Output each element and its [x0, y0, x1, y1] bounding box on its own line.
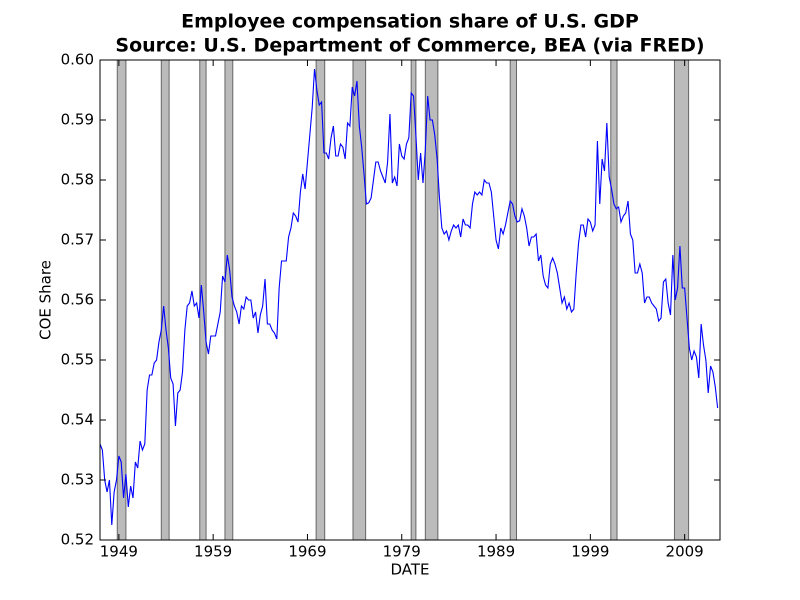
x-tick-label: 1999 — [571, 543, 609, 561]
x-axis-label: DATE — [390, 561, 429, 579]
recession-band — [424, 59, 439, 541]
y-axis-label: COE Share — [37, 260, 55, 340]
recession-band — [509, 59, 518, 541]
chart-title: Employee compensation share of U.S. GDP — [181, 11, 639, 33]
recession-band — [160, 59, 170, 541]
y-tick-label: 0.58 — [61, 171, 94, 189]
y-tick-label: 0.60 — [61, 51, 94, 69]
y-tick-label: 0.54 — [61, 411, 94, 429]
y-tick-label: 0.52 — [61, 531, 94, 549]
x-tick-label: 1979 — [383, 543, 421, 561]
y-tick-label: 0.55 — [61, 351, 94, 369]
data-line — [99, 68, 719, 526]
y-tick-label: 0.57 — [61, 231, 94, 249]
y-tick-label: 0.53 — [61, 471, 94, 489]
x-tick-label: 1949 — [100, 543, 138, 561]
y-tick-label: 0.59 — [61, 111, 94, 129]
x-tick-label: 1989 — [477, 543, 515, 561]
recession-band — [224, 59, 234, 541]
recession-band — [673, 59, 690, 541]
recession-band — [352, 59, 367, 541]
y-tick-label: 0.56 — [61, 291, 94, 309]
x-tick-label: 1969 — [288, 543, 326, 561]
recession-band — [610, 59, 618, 541]
x-tick-label: 2009 — [666, 543, 704, 561]
chart-subtitle: Source: U.S. Department of Commerce, BEA… — [115, 35, 704, 57]
x-tick-label: 1959 — [194, 543, 232, 561]
